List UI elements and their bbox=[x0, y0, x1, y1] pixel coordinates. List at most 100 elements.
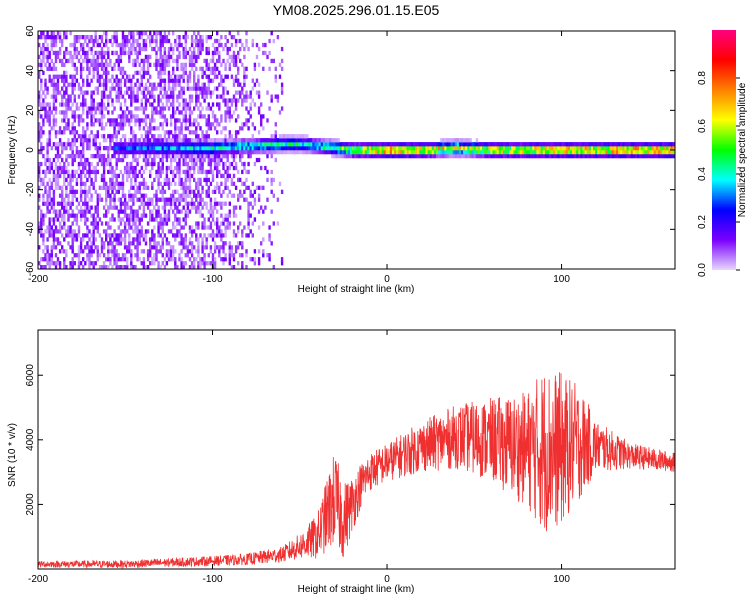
spectrogram-cell bbox=[61, 201, 64, 206]
spectrogram-cell bbox=[228, 161, 231, 167]
spectrogram-cell bbox=[146, 138, 150, 143]
spectrogram-cell bbox=[180, 90, 183, 95]
spectrogram-cell bbox=[69, 201, 72, 206]
spectrogram-cell bbox=[119, 209, 123, 214]
spectrogram-cell bbox=[213, 138, 217, 143]
spectrogram-cell bbox=[128, 118, 131, 123]
spectrogram-cell bbox=[551, 146, 554, 151]
spectrogram-cell bbox=[169, 102, 173, 107]
spectrogram-cell bbox=[193, 58, 196, 64]
spectrogram-cell bbox=[56, 257, 60, 262]
spectrogram-cell bbox=[48, 257, 51, 262]
spectrogram-cell bbox=[195, 146, 198, 151]
spectrogram-cell bbox=[609, 154, 613, 159]
spectrogram-cell bbox=[232, 150, 236, 155]
spectrogram-cell bbox=[628, 150, 631, 155]
spectrogram-cell bbox=[234, 146, 238, 151]
spectrogram-cell bbox=[193, 82, 196, 87]
spectrogram-cell bbox=[262, 209, 265, 214]
spectrogram-cell bbox=[167, 54, 171, 60]
spectrogram-cell bbox=[220, 181, 223, 186]
spectrogram-cell bbox=[645, 142, 648, 147]
spectrogram-cell bbox=[54, 142, 58, 147]
spectrogram-cell bbox=[285, 134, 288, 139]
spectrogram-cell bbox=[172, 134, 175, 139]
spectrogram-cell bbox=[132, 173, 135, 179]
spectrogram-cell bbox=[197, 142, 200, 147]
spectrogram-cell bbox=[48, 225, 51, 230]
spectrogram-cell bbox=[151, 86, 154, 91]
spectrogram-cell bbox=[174, 42, 177, 48]
spectrogram-cell bbox=[651, 154, 654, 159]
spectrogram-cell bbox=[63, 35, 66, 40]
spectrogram-cell bbox=[220, 42, 223, 48]
spectrogram-cell bbox=[100, 94, 104, 99]
spectrogram-cell bbox=[40, 265, 43, 269]
spectrogram-cell bbox=[398, 150, 401, 155]
spectrogram-cell bbox=[243, 54, 246, 60]
spectrogram-cell bbox=[228, 114, 231, 119]
spectrogram-cell bbox=[149, 122, 152, 127]
spectrogram-cell bbox=[184, 201, 187, 206]
spectrogram-cell bbox=[50, 205, 53, 210]
spectrogram-cell bbox=[54, 213, 58, 218]
spectrogram-cell bbox=[572, 142, 575, 147]
spectrogram-cell bbox=[96, 201, 99, 206]
spectrogram-cell bbox=[121, 150, 125, 155]
spectrogram-cell bbox=[205, 261, 208, 266]
spectrogram-cell bbox=[44, 157, 47, 163]
spectrogram-cell bbox=[239, 138, 242, 143]
spectrogram-cell bbox=[63, 257, 66, 262]
spectrogram-cell bbox=[126, 221, 129, 226]
spectrogram-cell bbox=[44, 82, 47, 87]
spectrogram-cell bbox=[54, 110, 58, 115]
spectrogram-cell bbox=[132, 169, 135, 175]
spectrogram-cell bbox=[136, 217, 139, 222]
spectrogram-cell bbox=[280, 138, 284, 143]
spectrogram-cell bbox=[65, 126, 68, 131]
spectrogram-cell bbox=[178, 50, 181, 56]
spectrogram-cell bbox=[226, 146, 229, 151]
spectrogram-cell bbox=[79, 173, 83, 179]
spectrogram-cell bbox=[77, 161, 81, 167]
spectrogram-cell bbox=[46, 146, 49, 151]
spectrogram-cell bbox=[67, 209, 70, 214]
spectrogram-cell bbox=[82, 213, 85, 218]
spectrogram-cell bbox=[132, 209, 135, 214]
spectrogram-cell bbox=[123, 213, 127, 218]
spectrogram-cell bbox=[100, 62, 104, 67]
spectrogram-cell bbox=[111, 74, 114, 79]
spectrogram-cell bbox=[163, 233, 167, 238]
spectrogram-cell bbox=[77, 265, 81, 269]
spectrogram-cell bbox=[224, 213, 227, 218]
spectrogram-cell bbox=[67, 138, 70, 143]
spectrogram-cell bbox=[69, 173, 72, 179]
spectrogram-cell bbox=[56, 35, 60, 40]
spectrogram-cell bbox=[450, 142, 453, 147]
spectrogram-cell bbox=[241, 161, 244, 167]
spectrogram-cell bbox=[90, 78, 93, 83]
spectrogram-cell bbox=[102, 265, 106, 269]
spectrogram-cell bbox=[446, 146, 449, 151]
spectrogram-cell bbox=[538, 142, 541, 147]
spectrogram-cell bbox=[111, 98, 114, 103]
spectrogram-cell bbox=[203, 201, 206, 206]
spectrogram-cell bbox=[203, 221, 206, 226]
spectrogram-cell bbox=[121, 38, 125, 44]
spectrogram-cell bbox=[172, 78, 175, 83]
spectrogram-cell bbox=[260, 114, 263, 119]
spectrogram-cell bbox=[159, 46, 162, 52]
spectrogram-cell bbox=[224, 169, 227, 175]
spectrogram-cell bbox=[113, 130, 116, 135]
spectrogram-cell bbox=[301, 134, 305, 139]
spectrogram-cell bbox=[155, 35, 158, 40]
spectrogram-cell bbox=[213, 46, 217, 52]
spectrogram-cell bbox=[299, 146, 303, 151]
spectrogram-cell bbox=[272, 265, 275, 269]
spectrogram-cell bbox=[46, 118, 49, 123]
spectrogram-cell bbox=[107, 185, 110, 190]
spectrogram-cell bbox=[107, 161, 110, 167]
spectrogram-cell bbox=[65, 189, 68, 194]
spectrogram-cell bbox=[253, 142, 257, 147]
spectrogram-cell bbox=[228, 138, 231, 143]
